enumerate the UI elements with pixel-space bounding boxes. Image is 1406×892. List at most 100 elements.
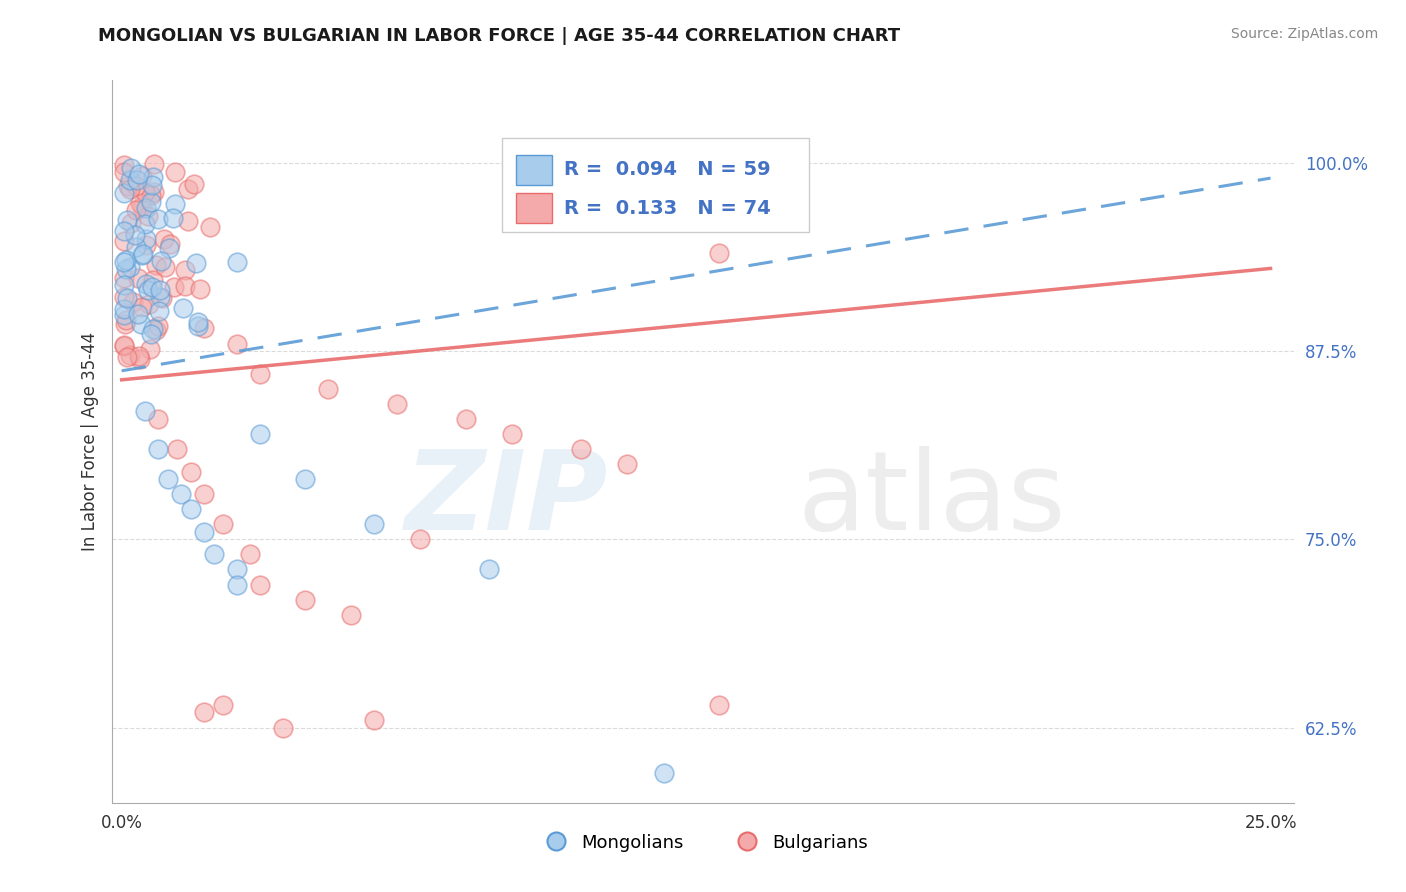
Point xyxy=(134,217,156,231)
Point xyxy=(145,323,167,337)
Text: ZIP: ZIP xyxy=(405,446,609,553)
Point xyxy=(143,157,166,171)
Point xyxy=(183,177,205,191)
Point xyxy=(146,318,169,333)
Point xyxy=(271,721,294,735)
Point xyxy=(211,698,233,712)
Point xyxy=(652,765,675,780)
Point xyxy=(118,173,141,187)
Point xyxy=(156,472,179,486)
Point xyxy=(148,442,170,456)
Point xyxy=(225,562,247,576)
Point xyxy=(166,442,188,456)
Text: atlas: atlas xyxy=(797,446,1066,553)
Point xyxy=(707,246,730,260)
Point xyxy=(363,517,385,532)
Text: MONGOLIAN VS BULGARIAN IN LABOR FORCE | AGE 35-44 CORRELATION CHART: MONGOLIAN VS BULGARIAN IN LABOR FORCE | … xyxy=(98,27,901,45)
Point xyxy=(249,367,271,381)
Point xyxy=(129,196,152,211)
Point xyxy=(125,239,148,253)
Point xyxy=(120,161,142,176)
Text: R =  0.133   N = 74: R = 0.133 N = 74 xyxy=(564,199,770,218)
Point xyxy=(141,178,163,192)
Point xyxy=(114,165,136,179)
Point xyxy=(114,317,136,331)
Point xyxy=(136,209,159,223)
Point xyxy=(318,382,340,396)
Point xyxy=(112,290,135,304)
Point xyxy=(120,260,142,274)
Point xyxy=(148,303,170,318)
Point xyxy=(163,280,186,294)
Point xyxy=(128,349,150,363)
Point xyxy=(456,412,478,426)
Point xyxy=(139,195,162,210)
Point xyxy=(112,338,135,352)
Point xyxy=(294,472,316,486)
Point xyxy=(141,327,163,342)
Point xyxy=(129,351,152,366)
Text: Source: ZipAtlas.com: Source: ZipAtlas.com xyxy=(1230,27,1378,41)
Point xyxy=(135,238,157,252)
Point xyxy=(165,196,187,211)
Point xyxy=(134,185,156,199)
Point xyxy=(478,562,501,576)
Point xyxy=(117,179,139,194)
Point xyxy=(170,487,193,501)
Point xyxy=(115,253,138,268)
Point xyxy=(249,577,271,591)
Point xyxy=(193,524,215,539)
Point xyxy=(112,158,135,172)
Point xyxy=(142,273,165,287)
Point xyxy=(363,713,385,727)
Point xyxy=(131,199,153,213)
FancyBboxPatch shape xyxy=(516,154,551,185)
Point xyxy=(159,237,181,252)
Point xyxy=(139,342,162,356)
Point xyxy=(153,260,176,274)
Point xyxy=(193,321,215,335)
Point xyxy=(180,465,202,479)
Point xyxy=(569,442,592,456)
Point xyxy=(115,350,138,364)
Point xyxy=(225,336,247,351)
Point xyxy=(157,240,180,254)
Point xyxy=(128,167,150,181)
Point xyxy=(165,165,187,179)
Point xyxy=(115,213,138,227)
Point xyxy=(162,211,184,225)
Point xyxy=(146,212,169,227)
Point xyxy=(122,295,145,310)
Point xyxy=(142,170,165,185)
Point xyxy=(186,256,208,270)
Point xyxy=(409,533,432,547)
Point xyxy=(142,185,165,199)
Point xyxy=(145,258,167,272)
Point xyxy=(141,280,163,294)
Point xyxy=(112,186,135,200)
Point xyxy=(187,315,209,329)
Point xyxy=(249,427,271,442)
Point xyxy=(117,291,139,305)
Point xyxy=(177,213,200,227)
Point xyxy=(112,234,135,248)
Point xyxy=(115,313,138,327)
Point xyxy=(127,172,149,186)
Point xyxy=(152,232,174,246)
Point xyxy=(136,283,159,297)
Point xyxy=(135,232,157,246)
Point xyxy=(131,247,153,261)
Point xyxy=(239,548,262,562)
Point xyxy=(124,227,146,242)
Point xyxy=(150,291,173,305)
Point xyxy=(127,307,149,321)
Point xyxy=(501,427,523,442)
Point xyxy=(112,224,135,238)
Point xyxy=(134,404,156,418)
Point xyxy=(118,347,141,361)
Point xyxy=(142,322,165,336)
Point xyxy=(225,255,247,269)
Point xyxy=(120,182,142,196)
Point xyxy=(129,317,152,331)
Point xyxy=(177,182,200,196)
